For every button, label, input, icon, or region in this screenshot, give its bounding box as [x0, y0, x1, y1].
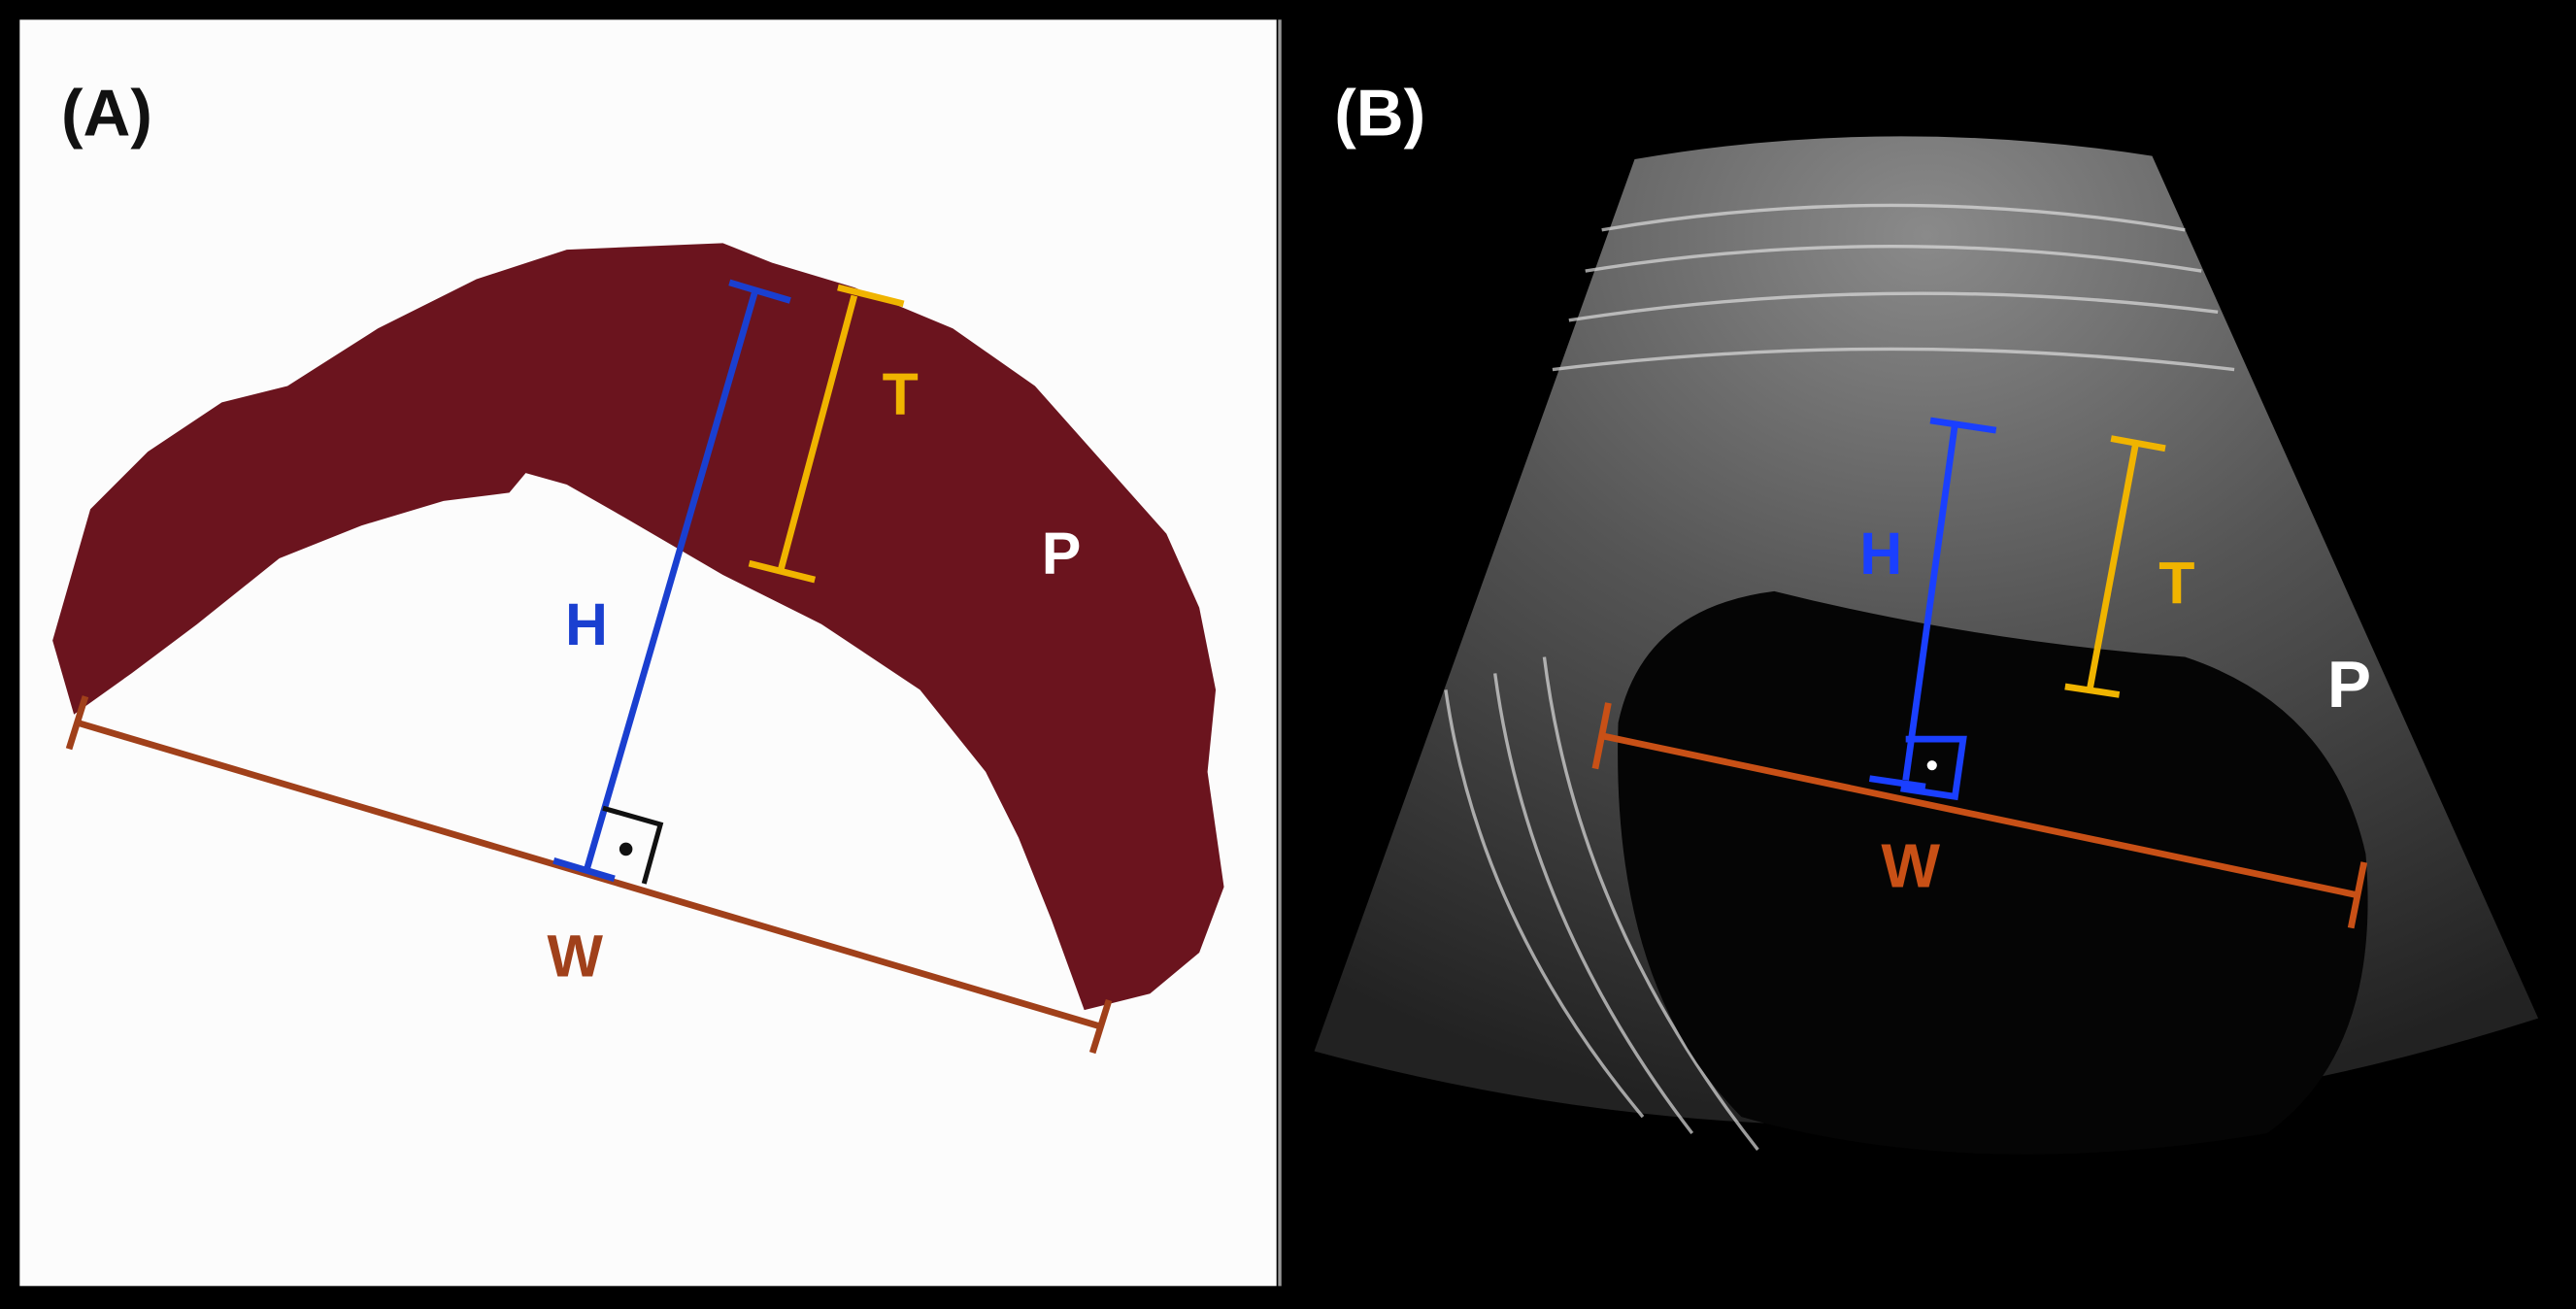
marker-label: W [1881, 830, 1940, 900]
width-line [1600, 732, 2359, 899]
height-line [583, 287, 759, 872]
height-tick [1868, 775, 1926, 790]
width-tick [1088, 999, 1113, 1055]
height-tick [728, 279, 791, 304]
marker-label: W [547, 923, 603, 990]
marker-label: T [883, 361, 919, 427]
height-line [1902, 422, 1958, 781]
thickness-tick [2110, 435, 2166, 453]
amniotic-cavity [1618, 590, 2368, 1155]
thickness-tick [837, 284, 905, 308]
width-line [76, 719, 1102, 1030]
height-tick [552, 857, 616, 883]
thickness-tick [748, 559, 817, 584]
right-angle-dot [1926, 760, 1937, 771]
thickness-tick [2064, 683, 2121, 698]
placenta-shape [52, 243, 1224, 1011]
marker-label: H [565, 591, 608, 657]
panel-a-measures [65, 279, 1113, 1055]
height-tick [1929, 417, 1997, 434]
width-tick [1591, 702, 1612, 770]
right-angle-dot [619, 842, 633, 856]
width-tick [2347, 861, 2368, 929]
width-tick [65, 695, 89, 751]
marker-label: T [2158, 551, 2194, 617]
marker-label: P [1042, 520, 1082, 587]
right-angle [1900, 735, 1967, 801]
panel-label: (A) [61, 78, 152, 151]
right-angle [602, 805, 664, 885]
panel-label: (B) [1334, 78, 1425, 151]
panel-b-measures [1591, 417, 2368, 929]
ultrasound-texture [1444, 203, 2235, 1151]
marker-label: H [1859, 520, 1902, 587]
marker-label: P [2327, 649, 2371, 722]
thickness-line [777, 294, 858, 573]
thickness-line [2086, 443, 2139, 690]
